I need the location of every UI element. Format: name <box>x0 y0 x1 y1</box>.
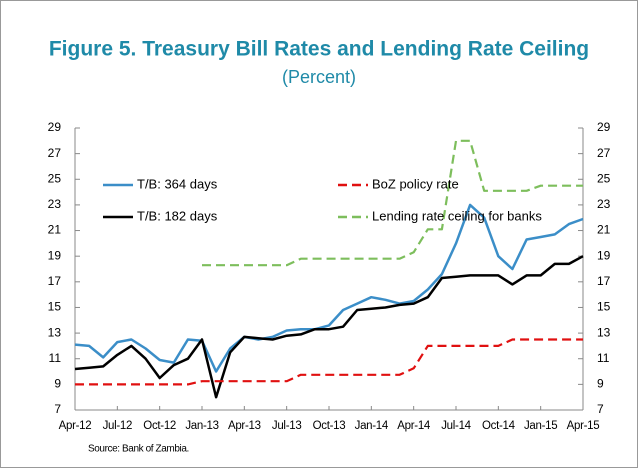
y-tick-label: 13 <box>48 325 62 339</box>
x-tick-label: Apr-15 <box>567 420 600 432</box>
y-tick-label: 17 <box>48 274 62 288</box>
y2-tick-label: 23 <box>597 197 611 211</box>
y-tick-label: 11 <box>49 351 62 365</box>
y-tick-label: 21 <box>48 223 62 237</box>
legend-label: Lending rate ceiling for banks <box>372 208 542 223</box>
y2-tick-label: 25 <box>597 171 611 185</box>
y-tick-label: 27 <box>48 146 62 160</box>
x-tick-label: Jul-13 <box>272 420 302 432</box>
legend-label: T/B: 364 days <box>137 176 218 191</box>
y-tick-label: 15 <box>48 300 62 314</box>
legend-label: BoZ policy rate <box>372 176 459 191</box>
y2-tick-label: 13 <box>597 325 611 339</box>
y2-tick-label: 9 <box>597 377 604 391</box>
x-tick-label: Jan-15 <box>524 420 557 432</box>
y-tick-label: 29 <box>48 120 62 134</box>
y2-tick-label: 17 <box>597 274 611 288</box>
x-tick-label: Apr-13 <box>228 420 261 432</box>
x-tick-label: Jul-12 <box>103 420 133 432</box>
y2-tick-label: 11 <box>597 351 610 365</box>
y2-tick-label: 19 <box>597 248 611 262</box>
x-tick-label: Jul-14 <box>441 420 471 432</box>
y-tick-label: 25 <box>48 171 62 185</box>
y2-tick-label: 15 <box>597 300 611 314</box>
x-tick-label: Apr-14 <box>397 420 431 432</box>
x-tick-label: Oct-13 <box>313 420 346 432</box>
series-line <box>74 255 584 399</box>
x-tick-label: Jan-13 <box>185 420 218 432</box>
x-tick-label: Apr-12 <box>59 420 92 432</box>
x-tick-label: Jan-14 <box>355 420 389 432</box>
series-line <box>74 203 584 373</box>
y2-tick-label: 27 <box>597 146 611 160</box>
series-line <box>202 139 583 267</box>
legend-label: T/B: 182 days <box>137 208 218 223</box>
x-tick-label: Oct-14 <box>482 420 516 432</box>
chart-subtitle: (Percent) <box>282 67 356 87</box>
y-tick-label: 19 <box>48 248 62 262</box>
y2-tick-label: 29 <box>597 120 611 134</box>
y-tick-label: 23 <box>48 197 62 211</box>
y-tick-label: 9 <box>54 377 61 391</box>
series-line <box>75 338 583 386</box>
y-tick-label: 7 <box>54 402 61 416</box>
source-note: Source: Bank of Zambia. <box>88 444 189 455</box>
x-tick-label: Oct-12 <box>143 420 176 432</box>
y2-tick-label: 7 <box>597 402 604 416</box>
y2-tick-label: 21 <box>597 223 611 237</box>
chart-title: Figure 5. Treasury Bill Rates and Lendin… <box>49 38 589 61</box>
